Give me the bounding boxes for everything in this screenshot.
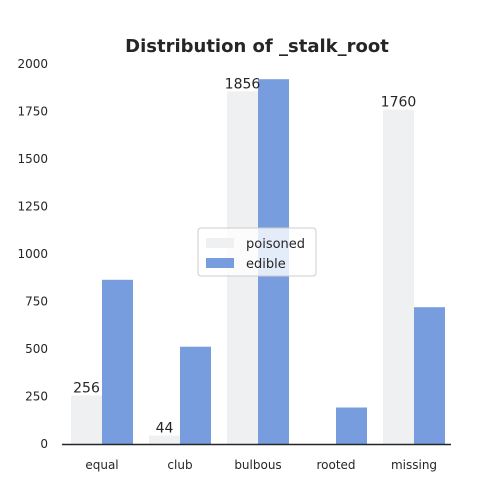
- y-tick-label: 2000: [17, 57, 48, 71]
- bar-poisoned-missing: [383, 109, 414, 444]
- y-tick-label: 1500: [17, 152, 48, 166]
- bar-edible-missing: [414, 307, 445, 444]
- legend-swatch-edible: [206, 258, 234, 268]
- y-tick-label: 500: [25, 342, 48, 356]
- legend-label-edible: edible: [246, 257, 286, 272]
- y-tick-label: 1000: [17, 247, 48, 261]
- legend-label-poisoned: poisoned: [246, 237, 305, 252]
- x-tick-label: bulbous: [234, 458, 281, 472]
- x-tick-label: equal: [85, 458, 118, 472]
- y-axis: 0 250 500 750 1000 1250 1500 1750 2000: [17, 57, 48, 451]
- x-axis: equal club bulbous rooted missing: [85, 458, 437, 472]
- data-label: 1760: [381, 95, 417, 111]
- data-labels-layer: 256 44 1856 1760: [73, 76, 416, 436]
- data-label: 1856: [225, 76, 261, 92]
- data-label: 256: [73, 380, 100, 396]
- y-tick-label: 250: [25, 390, 48, 404]
- y-tick-label: 1750: [17, 105, 48, 119]
- bar-poisoned-club: [149, 435, 180, 444]
- bar-edible-equal: [102, 279, 133, 444]
- y-tick-label: 1250: [17, 200, 48, 214]
- data-label: 44: [156, 421, 174, 437]
- x-tick-label: missing: [391, 458, 437, 472]
- y-tick-label: 750: [25, 295, 48, 309]
- bar-edible-club: [180, 346, 211, 444]
- legend-swatch-poisoned: [206, 238, 234, 248]
- bar-poisoned-equal: [71, 395, 102, 444]
- x-tick-label: club: [167, 458, 192, 472]
- x-tick-label: rooted: [316, 458, 355, 472]
- chart-title: Distribution of _stalk_root: [125, 36, 389, 57]
- bar-edible-rooted: [336, 407, 367, 444]
- y-tick-label: 0: [40, 437, 48, 451]
- legend: poisoned edible: [197, 227, 317, 277]
